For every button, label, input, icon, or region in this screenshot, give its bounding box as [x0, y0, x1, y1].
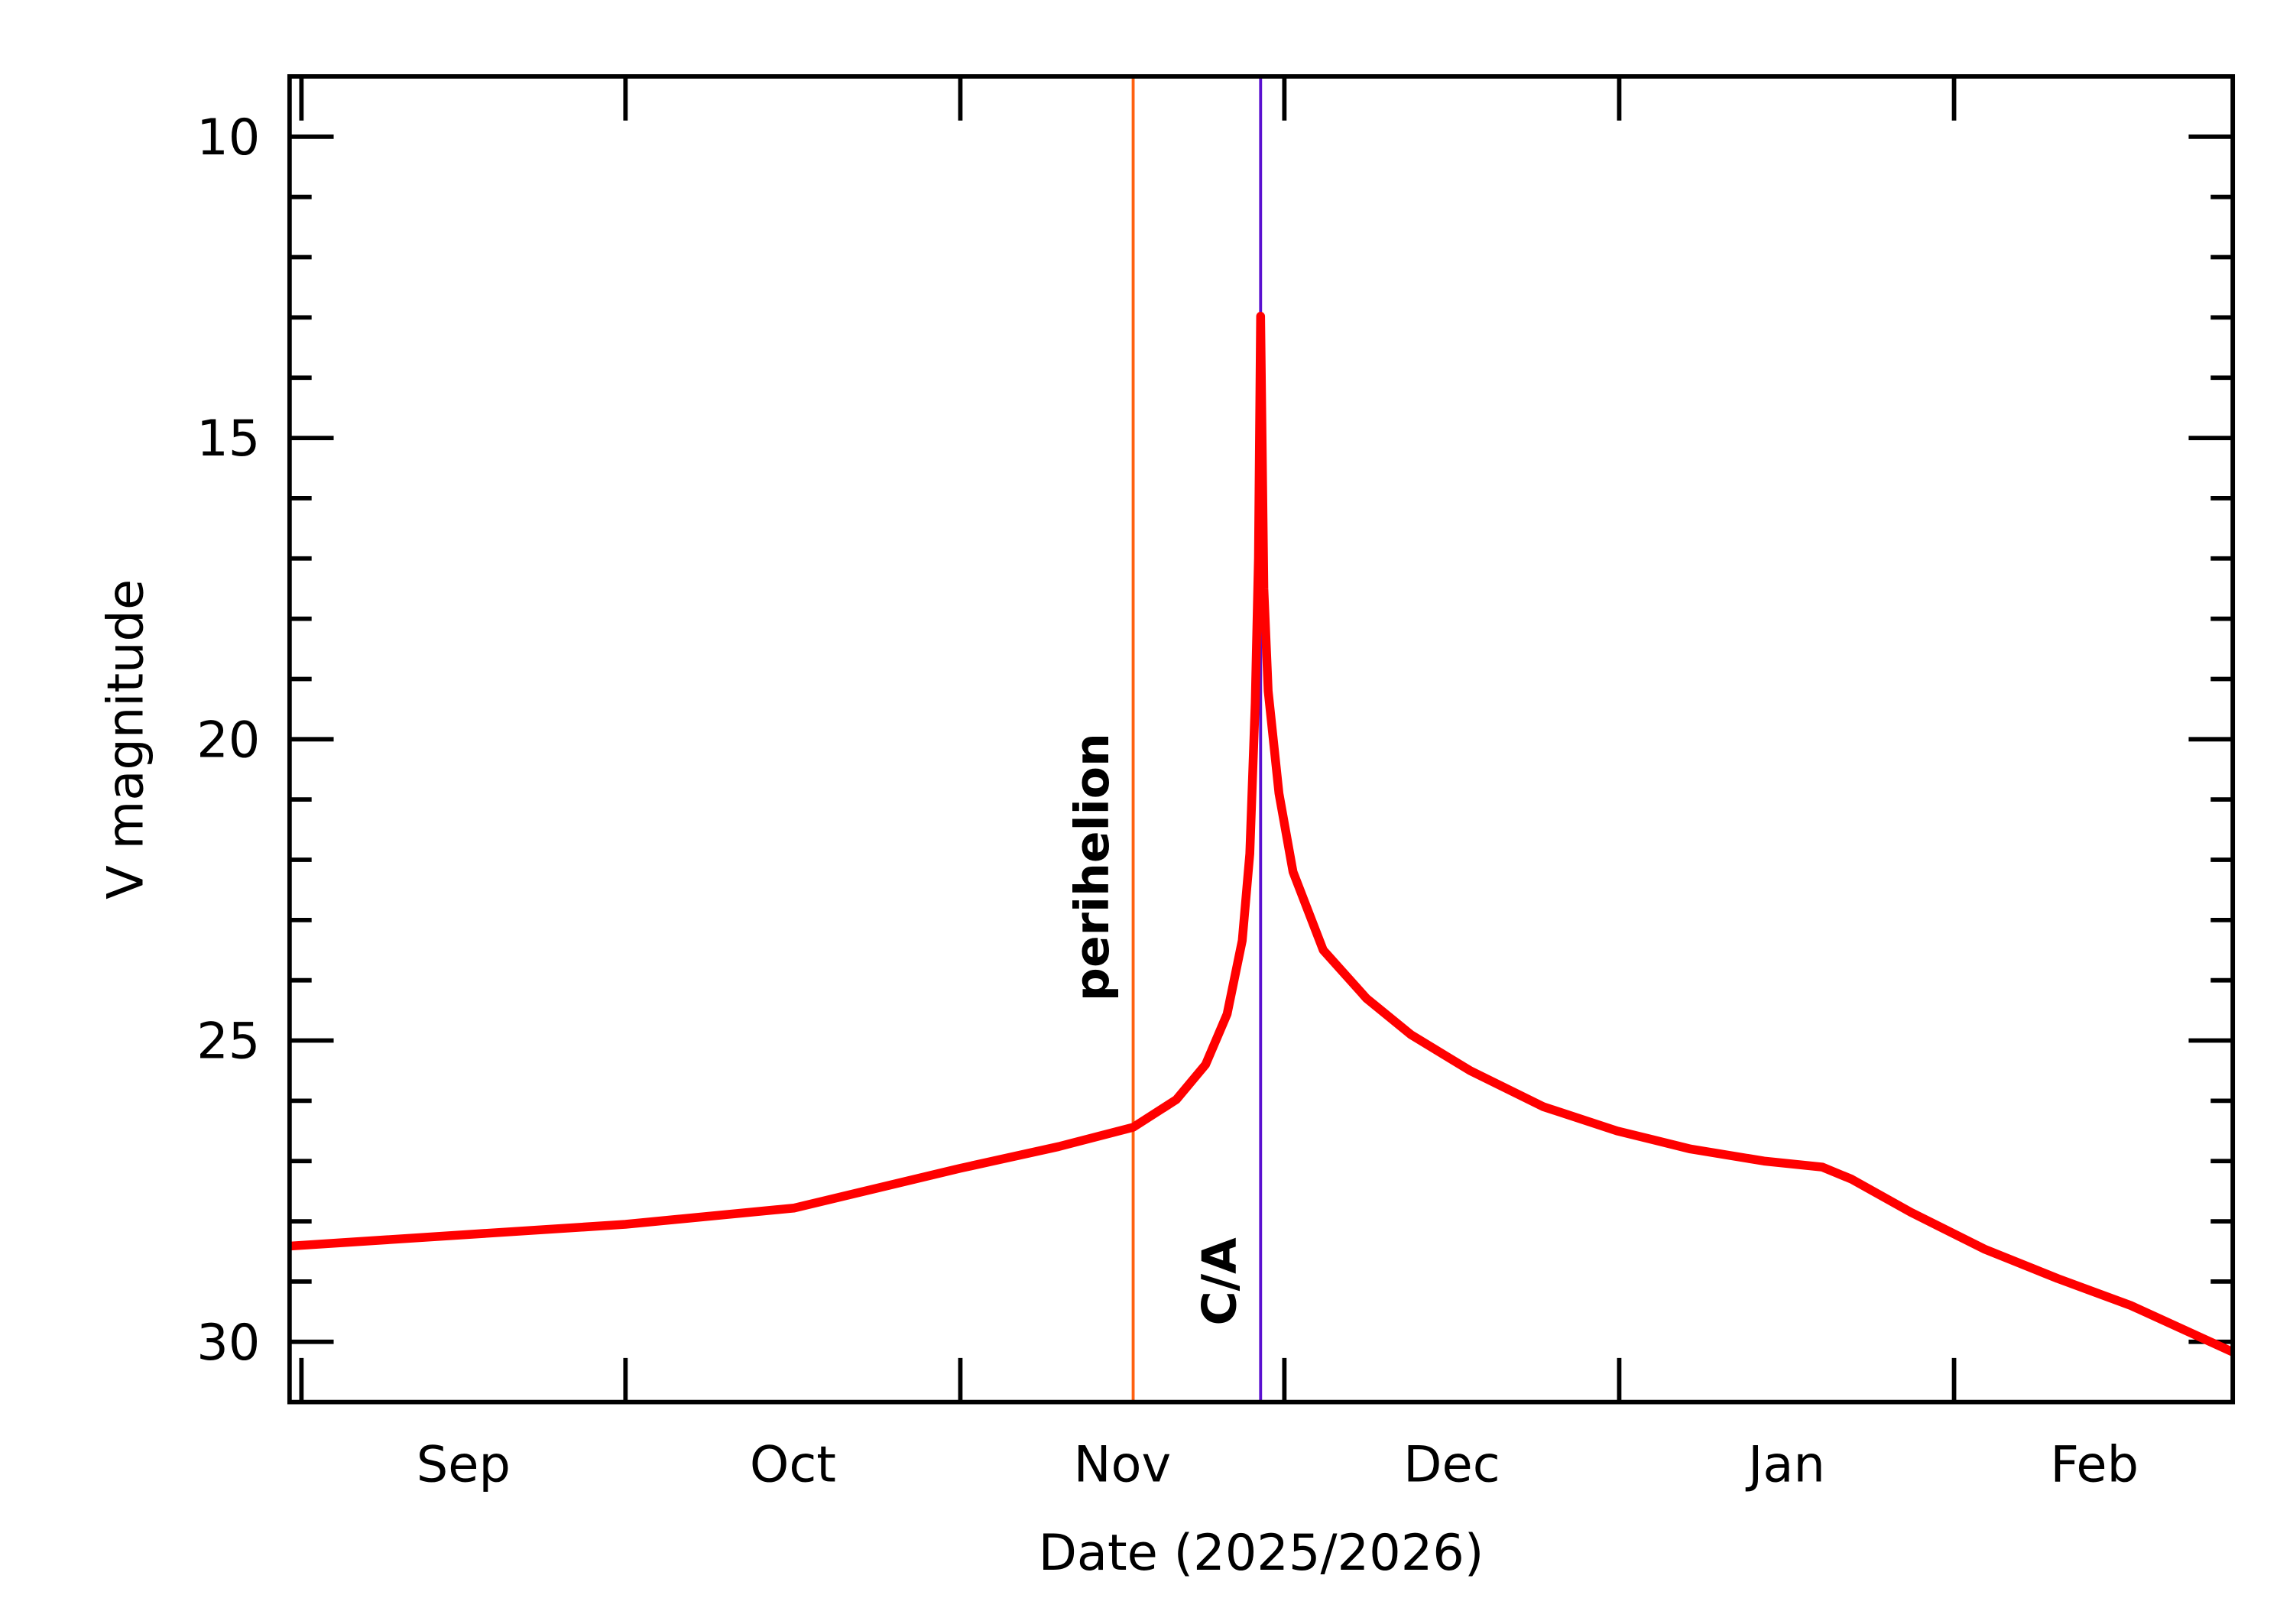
- x-tick-label: Jan: [1745, 1435, 1825, 1493]
- y-axis-title: V magnitude: [97, 579, 155, 900]
- y-tick-label: 20: [196, 711, 260, 769]
- plot-frame: [287, 74, 2236, 1405]
- line-series: [290, 312, 2233, 1357]
- x-axis-title: Date (2025/2026): [1039, 1524, 1484, 1582]
- y-tick-label: 30: [196, 1314, 260, 1372]
- y-tick-label: 15: [196, 410, 260, 468]
- y-tick-label: 10: [196, 109, 260, 167]
- x-tick-label: Dec: [1403, 1435, 1500, 1493]
- x-tick-label: Nov: [1074, 1435, 1172, 1493]
- x-tick-label: Oct: [750, 1435, 836, 1493]
- x-tick-label: Sep: [417, 1435, 511, 1493]
- y-tick-label: 25: [196, 1013, 260, 1071]
- marker-label: C/A: [1192, 1237, 1247, 1326]
- x-tick-label: Feb: [2050, 1435, 2139, 1493]
- marker-label: perihelion: [1065, 733, 1120, 1001]
